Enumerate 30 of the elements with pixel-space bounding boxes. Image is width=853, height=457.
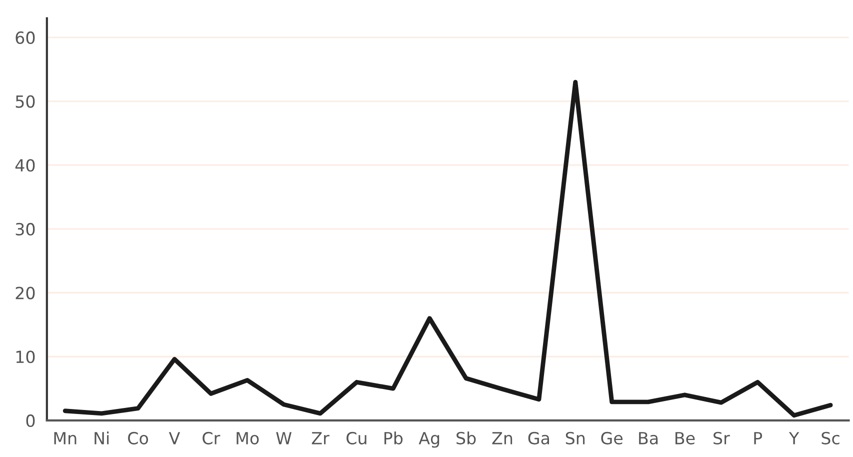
line-series [62,80,833,418]
y-tick-label: 50 [16,95,35,108]
x-tick-label: Zr [312,432,330,444]
y-tick-label: 40 [15,159,35,172]
x-tick-label: Mn [54,432,76,444]
x-tick-label: Ag [418,432,440,448]
x-tick-label: Ge [601,432,623,444]
x-tick-label: Mo [236,432,259,444]
y-tick-label: 60 [16,31,35,44]
x-tick-label: Be [676,432,695,444]
x-tick-label: P [754,432,762,444]
x-tick-label: Sb [456,432,476,444]
x-tick-label: Ga [528,432,549,444]
x-tick-label: Y [788,432,800,444]
y-tick-label: 20 [16,286,35,300]
y-tick-label: 30 [16,222,35,236]
x-tick-label: Pb [384,432,403,444]
x-tick-label: Zn [492,432,512,444]
x-tick-label: W [276,432,292,444]
x-tick-label: V [168,432,180,444]
x-tick-label: Ba [639,432,658,444]
x-tick-label: Sr [714,432,730,444]
x-tick-label: Sc [822,432,840,444]
x-tick-label: Sn [566,432,585,444]
y-tick-label: 0 [26,414,35,428]
x-tick-label: Cr [202,432,220,444]
x-tick-label: Ni [94,432,109,444]
x-tick-label: Co [128,432,148,444]
x-tick-label: Cu [346,432,366,444]
y-tick-label: 10 [16,350,35,364]
